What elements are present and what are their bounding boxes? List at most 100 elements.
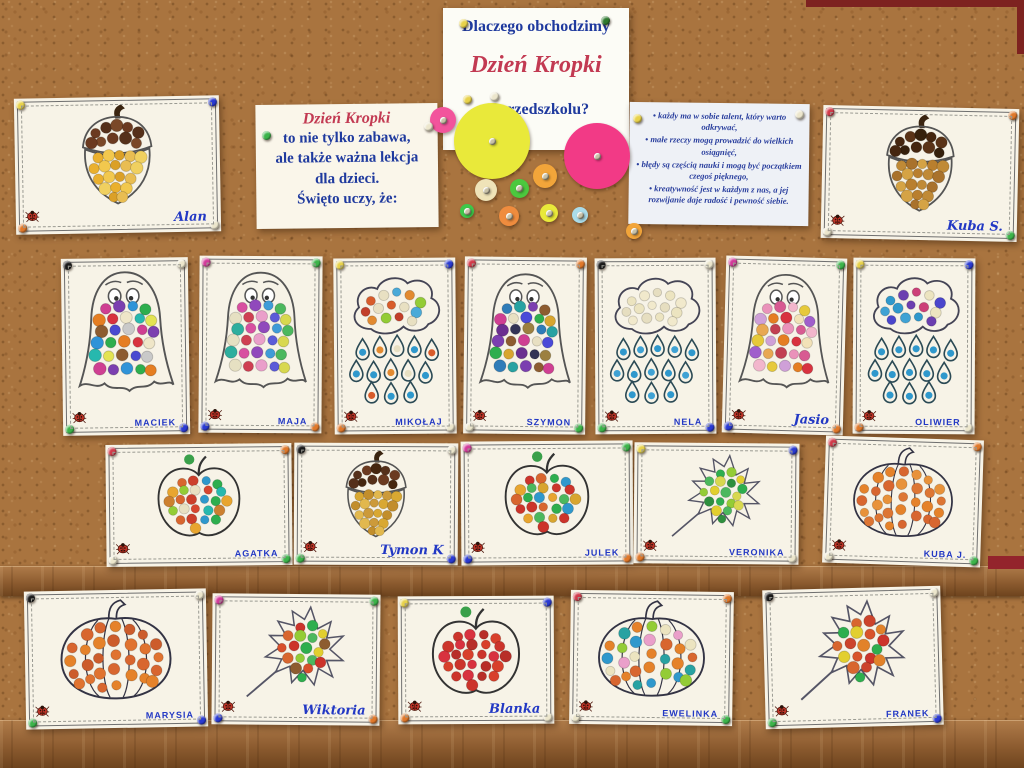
- pushpin-icon: [424, 122, 433, 131]
- ladybug-stamp-icon: [407, 700, 422, 712]
- ladybug-stamp-icon: [774, 705, 789, 717]
- pushpin-icon: [369, 596, 379, 606]
- pushpin-icon: [213, 713, 223, 723]
- pushpin-icon: [795, 110, 804, 119]
- pushpin-icon: [721, 714, 731, 725]
- board-frame-trim: [806, 0, 1024, 7]
- pushpin-icon: [635, 552, 645, 562]
- paper-dot-decoration: [572, 207, 588, 223]
- acorn-artwork: [886, 114, 955, 212]
- artwork-paper: AGATKA: [105, 443, 293, 567]
- pushpin-icon: [463, 554, 473, 564]
- pushpin-icon: [597, 423, 607, 433]
- apple-artwork: [504, 451, 590, 536]
- pushpin-icon: [465, 422, 475, 432]
- artwork-name-label: Kuba S.: [946, 218, 1004, 235]
- pushpin-icon: [490, 92, 499, 101]
- artwork-paper: MAJA: [198, 255, 323, 434]
- pushpin-icon: [855, 259, 865, 269]
- sign-line: Święto uczy, że:: [297, 190, 398, 208]
- pushpin-icon: [400, 713, 410, 723]
- pushpin-icon: [108, 555, 118, 565]
- paper-dot-decoration: [430, 107, 456, 133]
- ghost-artwork: [737, 273, 830, 389]
- pushpin-icon: [445, 422, 455, 432]
- artwork-paper: Jasio: [721, 255, 848, 436]
- ladybug-stamp-icon: [472, 409, 487, 422]
- pushpin-icon: [964, 260, 974, 270]
- pushpin-icon: [633, 114, 642, 123]
- pushpin-icon: [722, 593, 732, 604]
- pushpin-icon: [462, 443, 472, 453]
- pushpin-icon: [575, 259, 585, 269]
- artwork-paper: OLIWIER: [852, 257, 976, 435]
- apple-artwork: [431, 606, 521, 694]
- pushpin-icon: [310, 422, 320, 432]
- artwork-name-label: AGATKA: [234, 548, 279, 559]
- pushpin-icon: [1008, 110, 1018, 121]
- paper-dot-decoration: [533, 164, 557, 188]
- pushpin-icon: [62, 260, 72, 270]
- pushpin-icon: [466, 258, 476, 268]
- pushpin-icon: [787, 553, 797, 563]
- artwork-paper: JULEK: [460, 440, 634, 566]
- pushpin-icon: [463, 95, 472, 104]
- pushpin-icon: [505, 212, 513, 220]
- artwork-name-label: KUBA J.: [923, 548, 967, 561]
- ladybug-stamp-icon: [830, 214, 845, 226]
- board-frame-trim: [988, 556, 1024, 569]
- artwork-paper: NELA: [594, 257, 717, 435]
- pushpin-icon: [280, 445, 290, 455]
- wood-rail-bottom: [0, 720, 1024, 768]
- paper-dot-decoration: [460, 204, 474, 218]
- artwork-name-label: MIKOŁAJ: [395, 416, 443, 428]
- ladybug-stamp-icon: [731, 409, 746, 421]
- pushpin-icon: [179, 423, 189, 433]
- pushpin-icon: [636, 444, 646, 454]
- artwork-paper: VERONIKA: [633, 442, 800, 565]
- pushpin-icon: [463, 207, 471, 215]
- artwork-name-label: NELA: [673, 416, 703, 427]
- ladybug-stamp-icon: [115, 543, 130, 555]
- pushpin-icon: [822, 226, 832, 237]
- artwork-name-label: SZYMON: [526, 417, 572, 428]
- cloudrain-artwork: [867, 277, 960, 405]
- artwork-name-label: JULEK: [584, 547, 620, 558]
- paper-dot-decoration: [475, 179, 497, 201]
- artwork-name-label: Jasio: [793, 412, 830, 429]
- pushpin-icon: [574, 423, 584, 433]
- pushpin-icon: [836, 260, 846, 270]
- ladybug-stamp-icon: [208, 408, 223, 421]
- artwork-paper: MIKOŁAJ: [333, 257, 457, 435]
- pushpin-icon: [932, 713, 942, 723]
- pushpin-icon: [723, 421, 733, 431]
- artwork-name-label: Alan: [173, 209, 208, 226]
- pushpin-icon: [368, 714, 378, 724]
- pushpin-icon: [209, 220, 220, 230]
- lesson-sign: Dzień Kropki to nie tylko zabawa, ale ta…: [255, 103, 439, 229]
- paper-dot-decoration: [626, 223, 642, 239]
- ladybug-stamp-icon: [643, 539, 658, 551]
- pushpin-icon: [854, 422, 864, 432]
- pushpin-icon: [399, 598, 409, 608]
- pushpin-icon: [311, 258, 321, 268]
- pushpin-icon: [295, 553, 305, 563]
- ladybug-stamp-icon: [470, 541, 485, 554]
- pushpin-icon: [972, 442, 982, 452]
- pushpin-icon: [107, 446, 117, 456]
- pushpin-icon: [963, 423, 973, 433]
- ladybug-stamp-icon: [221, 700, 236, 712]
- pushpin-icon: [176, 259, 186, 269]
- ladybug-stamp-icon: [303, 540, 318, 553]
- pushpin-icon: [572, 591, 582, 602]
- ladybug-stamp-icon: [862, 410, 877, 422]
- values-bullet: kreatywność jest w każdym z nas, a jej r…: [635, 183, 801, 207]
- pushpin-icon: [28, 718, 38, 728]
- artwork-name-label: FRANEK: [885, 708, 930, 720]
- ladybug-stamp-icon: [35, 705, 50, 717]
- pushpin-icon: [281, 554, 291, 564]
- pushpin-icon: [541, 172, 549, 180]
- pushpin-icon: [630, 227, 638, 235]
- pushpin-icon: [969, 556, 979, 566]
